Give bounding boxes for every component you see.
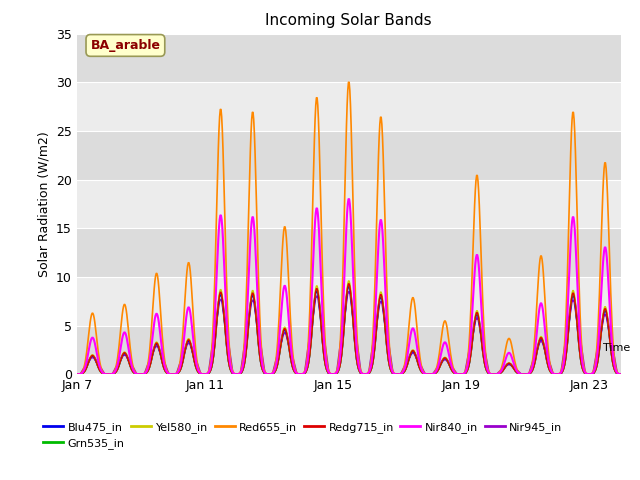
- Text: Time: Time: [603, 343, 630, 353]
- Bar: [77, 131, 621, 180]
- Bar: [77, 82, 621, 131]
- Bar: [77, 34, 621, 82]
- Bar: [77, 180, 621, 228]
- Text: BA_arable: BA_arable: [90, 39, 161, 52]
- Bar: [77, 326, 621, 374]
- Legend: Blu475_in, Grn535_in, Yel580_in, Red655_in, Redg715_in, Nir840_in, Nir945_in: Blu475_in, Grn535_in, Yel580_in, Red655_…: [39, 418, 567, 454]
- Y-axis label: Solar Radiation (W/m2): Solar Radiation (W/m2): [38, 131, 51, 277]
- Bar: [77, 277, 621, 326]
- Bar: [77, 228, 621, 277]
- Title: Incoming Solar Bands: Incoming Solar Bands: [266, 13, 432, 28]
